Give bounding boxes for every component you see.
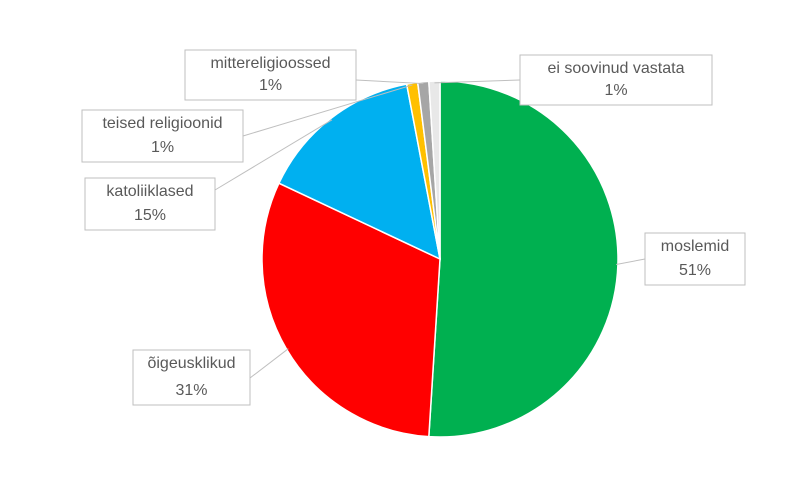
value-label: 1% [151,139,174,156]
label-box [132,349,251,406]
value-label: 15% [134,207,166,224]
leader-line [249,348,289,379]
pie-slice [428,80,441,260]
category-label: mittereligioossed [210,55,330,72]
category-label: ei soovinud vastata [548,60,685,77]
leader-line [434,79,521,84]
leader-line [214,119,333,191]
label-box [519,54,713,106]
category-label: katoliiklased [106,183,193,200]
label-box [184,49,357,101]
leader-line [616,258,646,266]
pie-slice [277,83,442,261]
category-label: õigeusklikud [147,355,235,372]
value-label: 1% [259,77,282,94]
value-label: 31% [175,382,207,399]
leader-line [355,79,424,85]
value-label: 51% [679,262,711,279]
label-box [84,177,216,231]
label-box [81,109,244,163]
category-label: teised religioonid [102,115,222,132]
leader-line [242,84,413,137]
label-box [644,232,746,286]
value-label: 1% [604,82,627,99]
category-label: moslemid [661,238,729,255]
pie-slice [428,80,619,438]
